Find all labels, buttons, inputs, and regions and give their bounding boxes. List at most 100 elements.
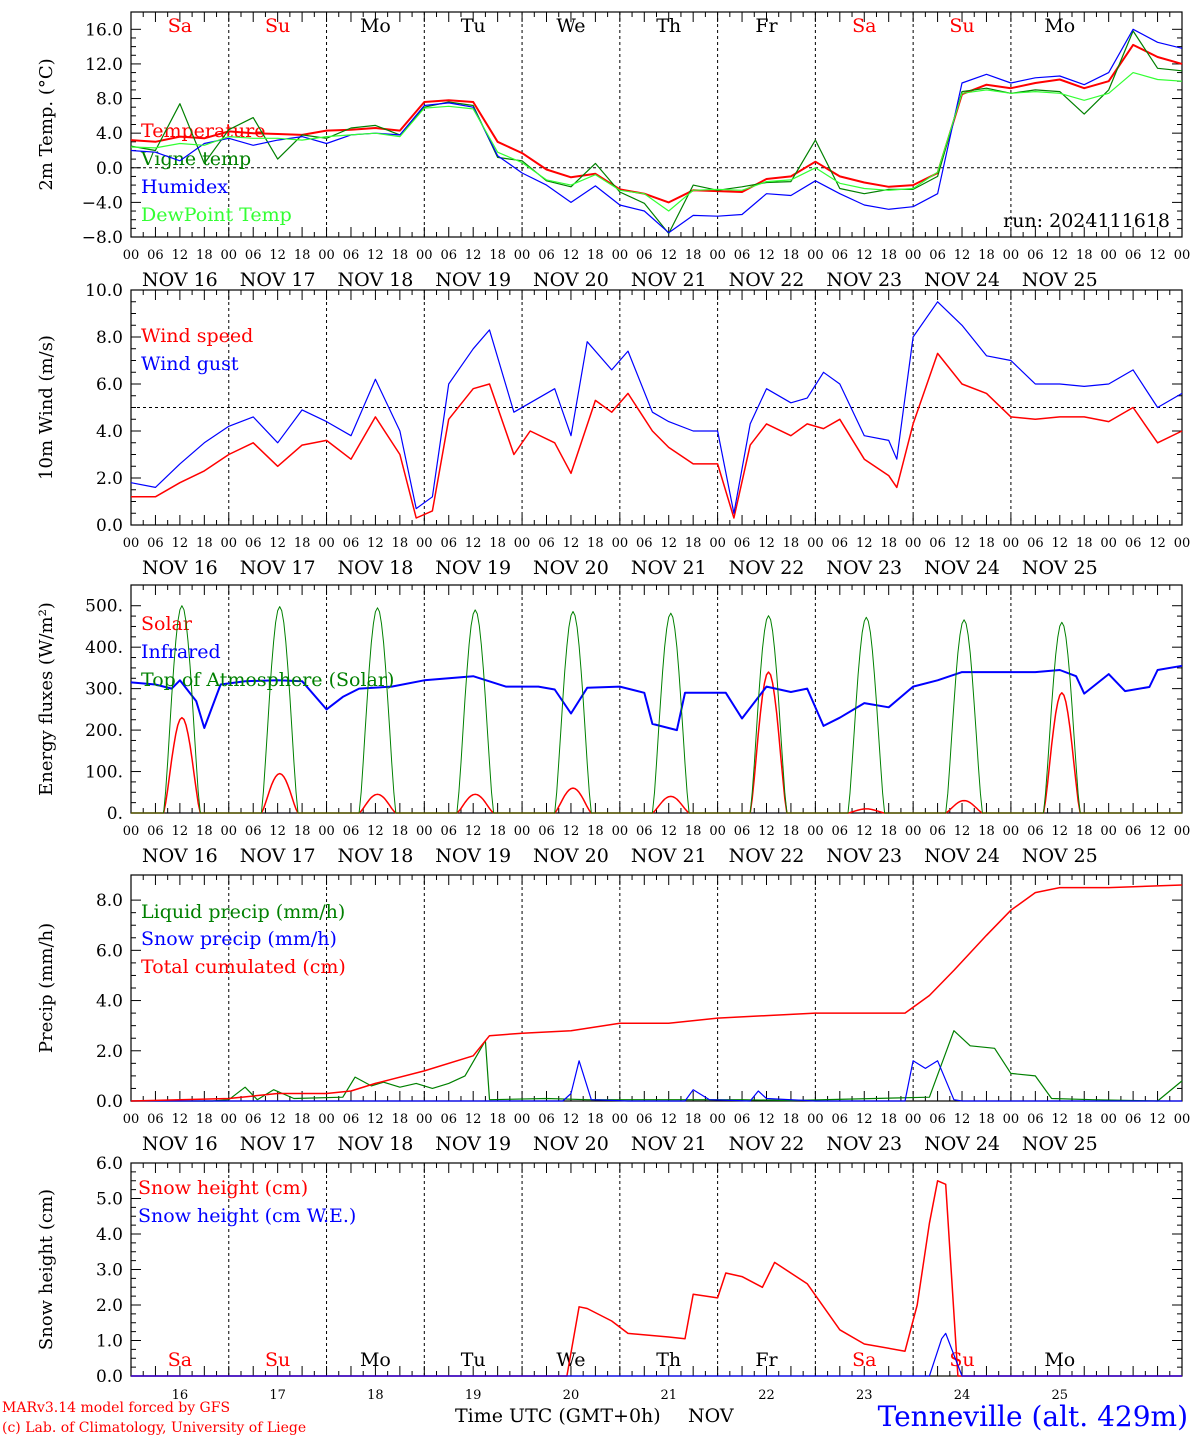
x-hour-label: 00 (514, 536, 531, 551)
x-date-label: NOV 20 (533, 557, 609, 579)
x-hour-label: 06 (245, 824, 262, 839)
x-hour-label: 00 (612, 536, 629, 551)
weekday-label: Su (265, 15, 290, 37)
legend-entry: Snow height (cm W.E.) (138, 1205, 356, 1227)
x-hour-label: 06 (1125, 824, 1142, 839)
y-tick-label: 500. (85, 597, 123, 617)
y-tick-label: 4.0 (96, 422, 123, 442)
y-tick-label: 2.0 (96, 469, 123, 489)
x-date-label: NOV 20 (533, 1133, 609, 1155)
x-hour-label: 06 (1125, 536, 1142, 551)
x-hour-label: 00 (416, 824, 433, 839)
x-date-label: NOV 17 (240, 845, 316, 867)
legend-entry: Solar (141, 613, 193, 635)
x-hour-label: 06 (343, 824, 360, 839)
weekday-label: We (556, 1349, 585, 1371)
x-hour-label: 18 (392, 248, 409, 263)
x-hour-label: 12 (465, 536, 482, 551)
x-hour-label: 06 (245, 248, 262, 263)
x-date-label: NOV 24 (924, 1133, 1000, 1155)
series-line (130, 664, 1183, 732)
x-hour-label: 12 (758, 536, 775, 551)
x-hour-label: 18 (1076, 824, 1093, 839)
x-hour-label: 12 (172, 824, 189, 839)
weekday-label: Mo (1044, 15, 1075, 37)
x-hour-label: 18 (489, 824, 506, 839)
x-day-number: 18 (367, 1388, 384, 1403)
x-hour-label: 12 (172, 536, 189, 551)
x-hour-label: 00 (1174, 248, 1191, 263)
weekday-label: Su (949, 15, 974, 37)
x-hour-label: 00 (220, 824, 237, 839)
x-hour-label: 06 (636, 1112, 653, 1127)
x-hour-label: 00 (318, 824, 335, 839)
x-hour-label: 06 (245, 536, 262, 551)
weekday-label: Sa (852, 1349, 876, 1371)
credit-lab: (c) Lab. of Climatology, University of L… (2, 1420, 307, 1436)
x-hour-label: 18 (196, 824, 213, 839)
x-hour-label: 12 (367, 248, 384, 263)
y-tick-label: 4.0 (96, 1225, 123, 1245)
x-hour-label: 00 (1100, 1112, 1117, 1127)
x-hour-label: 12 (856, 248, 873, 263)
x-hour-label: 18 (978, 248, 995, 263)
x-hour-label: 18 (685, 536, 702, 551)
x-hour-label: 06 (343, 536, 360, 551)
x-hour-label: 18 (392, 824, 409, 839)
x-hour-label: 06 (538, 1112, 555, 1127)
x-hour-label: 00 (905, 536, 922, 551)
series-line (131, 1030, 1183, 1102)
x-day-number: 21 (660, 1388, 677, 1403)
x-hour-label: 12 (563, 248, 580, 263)
x-hour-label: 18 (978, 536, 995, 551)
y-tick-label: 12.0 (85, 55, 123, 75)
x-date-label: NOV 19 (435, 557, 511, 579)
y-tick-label: 300. (85, 680, 123, 700)
y-tick-label: −8.0 (82, 228, 123, 248)
x-hour-label: 12 (465, 824, 482, 839)
y-axis-title: 2m Temp. (°C) (36, 58, 57, 190)
x-date-label: NOV 20 (533, 269, 609, 291)
weekday-label: Sa (852, 15, 876, 37)
x-day-number: 25 (1052, 1388, 1069, 1403)
x-hour-label: 18 (783, 824, 800, 839)
x-hour-label: 18 (783, 248, 800, 263)
x-hour-label: 18 (196, 1112, 213, 1127)
x-hour-label: 12 (660, 248, 677, 263)
x-hour-label: 18 (489, 1112, 506, 1127)
x-hour-label: 12 (1149, 248, 1166, 263)
y-tick-label: 200. (85, 721, 123, 741)
legend-entry: Snow height (cm) (138, 1177, 308, 1199)
x-hour-label: 06 (734, 248, 751, 263)
x-date-label: NOV 22 (729, 269, 805, 291)
x-hour-label: 18 (880, 824, 897, 839)
x-hour-label: 12 (367, 1112, 384, 1127)
x-hour-label: 12 (856, 536, 873, 551)
x-hour-label: 12 (856, 824, 873, 839)
y-tick-label: 8.0 (96, 891, 123, 911)
series-line (131, 352, 1183, 519)
legend-entry: Top of Atmosphere (Solar) (141, 669, 394, 691)
x-hour-label: 12 (367, 824, 384, 839)
y-tick-label: 4.0 (96, 992, 123, 1012)
x-hour-label: 00 (709, 536, 726, 551)
x-hour-label: 00 (807, 824, 824, 839)
weekday-label: Su (949, 1349, 974, 1371)
y-tick-label: 0.0 (96, 516, 123, 536)
x-hour-label: 00 (220, 248, 237, 263)
x-axis-label: Time UTC (GMT+0h) (455, 1405, 661, 1427)
x-date-label: NOV 17 (240, 1133, 316, 1155)
x-hour-label: 12 (465, 248, 482, 263)
x-hour-label: 00 (220, 536, 237, 551)
x-hour-label: 06 (929, 1112, 946, 1127)
x-day-number: 20 (563, 1388, 580, 1403)
x-hour-label: 18 (1076, 1112, 1093, 1127)
x-hour-label: 18 (587, 1112, 604, 1127)
x-hour-label: 00 (1003, 536, 1020, 551)
credit-model: MARv3.14 model forced by GFS (2, 1400, 231, 1416)
x-date-label: NOV 21 (631, 845, 707, 867)
x-hour-label: 18 (1076, 248, 1093, 263)
weekday-label: Su (265, 1349, 290, 1371)
x-date-label: NOV 16 (142, 845, 218, 867)
x-hour-label: 00 (1100, 536, 1117, 551)
